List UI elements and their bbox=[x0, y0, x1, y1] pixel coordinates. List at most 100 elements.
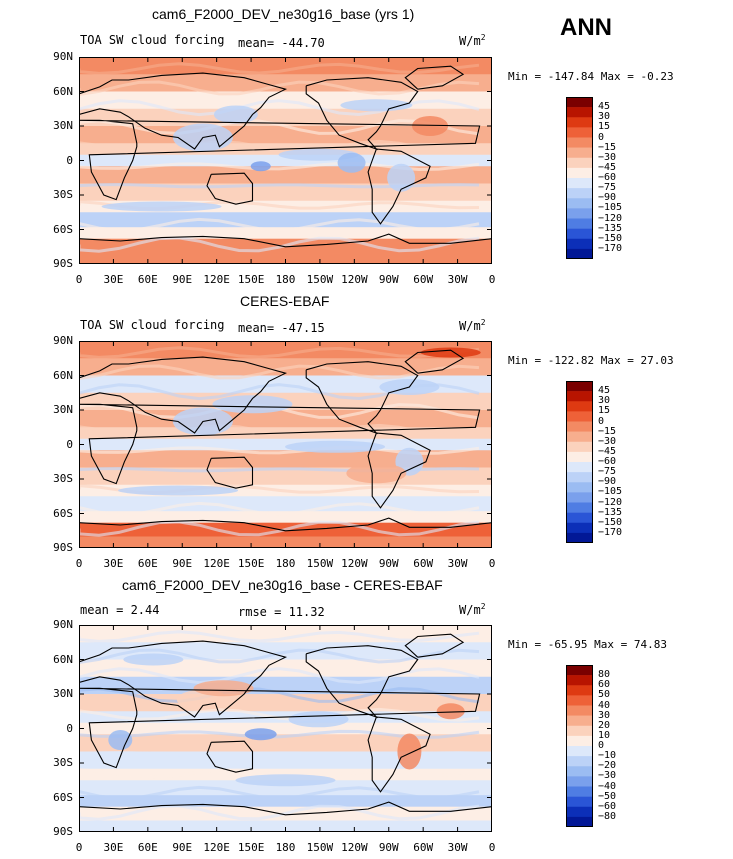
lon-tick-label: 30E bbox=[103, 273, 124, 286]
field-band bbox=[79, 438, 492, 451]
colorbar-swatch bbox=[566, 451, 593, 463]
coastline bbox=[206, 456, 254, 489]
lon-tick-label: 90W bbox=[378, 557, 399, 570]
field-anomaly bbox=[285, 440, 386, 453]
colorbar-tick-label: −15 bbox=[598, 141, 617, 153]
lon-tick-label: 120W bbox=[341, 557, 368, 570]
colorbar-tick-label: −60 bbox=[598, 800, 617, 812]
colorbar-tick-label: −135 bbox=[598, 222, 623, 234]
panel-2-left-label: TOA SW cloud forcing bbox=[80, 318, 225, 332]
colorbar-swatch bbox=[566, 502, 593, 513]
coastline bbox=[367, 432, 431, 509]
panel-3-colorbar bbox=[566, 665, 593, 827]
field-contour bbox=[79, 520, 480, 537]
lon-tick-label: 30E bbox=[103, 557, 124, 570]
colorbar-swatch bbox=[566, 238, 593, 250]
lat-tick-label: 90S bbox=[53, 257, 73, 270]
field-anomaly bbox=[436, 703, 465, 720]
field-anomaly bbox=[212, 395, 293, 414]
field-contour bbox=[79, 364, 480, 380]
colorbar-tick-label: −20 bbox=[598, 760, 617, 772]
lon-tick-label: 150E bbox=[237, 841, 265, 854]
panel-1-min-max: Min = -147.84 Max = -0.23 bbox=[508, 70, 674, 83]
panel-3-title: cam6_F2000_DEV_ne30g16_base - CERES-EBAF bbox=[122, 577, 443, 593]
lat-tick-label: 60S bbox=[53, 790, 73, 804]
coastline bbox=[305, 645, 419, 719]
colorbar-swatch bbox=[566, 97, 593, 108]
field-contour bbox=[79, 768, 480, 779]
lon-tick-label: 60W bbox=[413, 841, 434, 854]
colorbar-swatch bbox=[566, 167, 593, 179]
field-anomaly bbox=[244, 728, 277, 741]
colorbar-tick-label: −40 bbox=[598, 780, 617, 792]
field-anomaly bbox=[101, 201, 222, 212]
lon-tick-label: 0 bbox=[488, 841, 496, 854]
panel-1-colorbar bbox=[566, 97, 593, 259]
lat-tick-label: 90N bbox=[53, 334, 73, 347]
field-anomaly bbox=[108, 730, 133, 750]
field-anomaly bbox=[123, 653, 184, 666]
field-anomaly bbox=[397, 733, 422, 770]
colorbar-swatch bbox=[566, 472, 593, 483]
coastline bbox=[367, 716, 431, 793]
field-anomaly bbox=[193, 680, 254, 697]
panel-3-min-max: Min = -65.95 Max = 74.83 bbox=[508, 638, 667, 651]
panel-2-map bbox=[79, 341, 492, 548]
colorbar-tick-label: −135 bbox=[598, 506, 623, 518]
coastline bbox=[367, 148, 431, 225]
lon-tick-label: 30W bbox=[447, 557, 468, 570]
coastline bbox=[404, 349, 465, 374]
colorbar-tick-label: −170 bbox=[598, 242, 623, 254]
panel-3-mean: mean = 2.44 bbox=[80, 603, 160, 617]
lat-tick-label: 0 bbox=[66, 153, 73, 167]
lon-tick-label: 60E bbox=[137, 557, 158, 570]
panel-2-units: W/m2 bbox=[459, 318, 486, 333]
lon-tick-label: 120W bbox=[341, 841, 368, 854]
colorbar-tick-label: 30 bbox=[598, 395, 611, 407]
colorbar-swatch bbox=[566, 431, 593, 443]
colorbar-swatch bbox=[566, 107, 593, 118]
lat-tick-label: 30N bbox=[53, 403, 73, 416]
colorbar-tick-label: −120 bbox=[598, 496, 623, 508]
colorbar-swatch bbox=[566, 735, 593, 747]
field-contour bbox=[79, 648, 480, 664]
field-contour bbox=[79, 217, 480, 233]
field-anomaly bbox=[278, 148, 359, 161]
field-contour bbox=[79, 667, 480, 685]
colorbar-tick-label: 40 bbox=[598, 699, 611, 711]
colorbar-swatch bbox=[566, 411, 593, 422]
colorbar-swatch bbox=[566, 695, 593, 706]
colorbar-tick-label: −75 bbox=[598, 466, 617, 478]
lat-tick-label: 90N bbox=[53, 618, 73, 631]
colorbar-tick-label: −30 bbox=[598, 151, 617, 163]
lon-tick-label: 150W bbox=[306, 557, 334, 570]
colorbar-tick-label: 20 bbox=[598, 719, 611, 731]
lon-tick-label: 90E bbox=[172, 273, 193, 286]
panel-3-map bbox=[79, 625, 492, 832]
lon-tick-label: 0 bbox=[75, 273, 83, 286]
coastline bbox=[206, 740, 254, 773]
field-anomaly bbox=[235, 774, 336, 787]
lon-tick-label: 60W bbox=[413, 273, 434, 286]
field-contour bbox=[79, 804, 480, 821]
colorbar-tick-label: −60 bbox=[598, 456, 617, 467]
field-anomaly bbox=[420, 347, 481, 358]
colorbar-tick-label: 15 bbox=[598, 121, 611, 133]
coastline bbox=[404, 65, 465, 90]
field-band bbox=[79, 496, 492, 512]
lon-tick-label: 120E bbox=[203, 841, 230, 854]
lat-tick-label: 30S bbox=[53, 756, 73, 769]
field-contour bbox=[79, 62, 480, 75]
field-contour bbox=[79, 501, 480, 517]
lat-tick-label: 60S bbox=[53, 222, 73, 236]
colorbar-tick-label: 30 bbox=[598, 709, 611, 721]
colorbar-tick-label: −105 bbox=[598, 486, 623, 498]
colorbar-tick-label: −75 bbox=[598, 182, 617, 194]
colorbar-swatch bbox=[566, 715, 593, 727]
colorbar-swatch bbox=[566, 756, 593, 767]
lat-tick-label: 90S bbox=[53, 541, 73, 554]
colorbar-swatch bbox=[566, 441, 593, 453]
lon-tick-label: 150W bbox=[306, 273, 334, 286]
lon-tick-label: 120E bbox=[203, 557, 230, 570]
field-band bbox=[79, 820, 492, 832]
